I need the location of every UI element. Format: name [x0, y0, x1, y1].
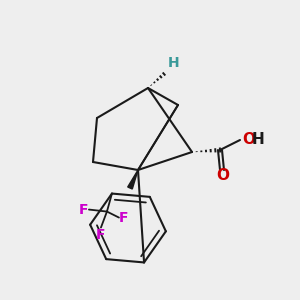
Text: F: F: [119, 211, 129, 225]
Text: O: O: [217, 169, 230, 184]
Text: H: H: [252, 131, 265, 146]
Text: O: O: [242, 131, 255, 146]
Text: F: F: [96, 228, 106, 242]
Text: F: F: [79, 202, 89, 217]
Text: H: H: [168, 56, 180, 70]
Polygon shape: [128, 170, 138, 189]
